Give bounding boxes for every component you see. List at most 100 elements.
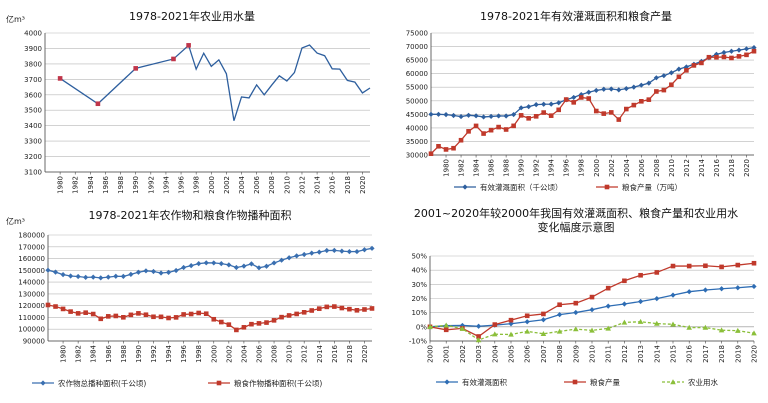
y-tick-label: 170000 (18, 243, 45, 251)
data-point (751, 330, 757, 336)
data-point (526, 116, 531, 121)
x-tick-label: 1990 (132, 176, 140, 194)
legend-label: 有效灌溉面积（千公顷） (480, 182, 563, 192)
x-tick-label: 2016 (329, 175, 337, 193)
x-tick-label: 2009 (572, 345, 580, 363)
x-tick-label: 2018 (344, 176, 352, 194)
x-tick-label: 2014 (698, 158, 706, 176)
x-tick-label: 2008 (556, 345, 564, 363)
data-point (496, 124, 501, 130)
x-tick-label: 2014 (314, 175, 322, 193)
y-unit-label: 亿m³ (6, 14, 25, 24)
data-point (121, 314, 126, 320)
data-point (68, 309, 73, 314)
x-tick-label: 2000 (210, 345, 218, 363)
data-point (211, 260, 217, 266)
data-point (354, 308, 360, 313)
data-point (369, 245, 375, 251)
data-point (286, 255, 292, 261)
x-tick-label: 2010 (668, 159, 676, 177)
data-point (436, 143, 441, 149)
data-point (533, 114, 539, 119)
x-tick-label: 2015 (670, 345, 678, 363)
data-point (316, 306, 322, 311)
data-point (728, 48, 735, 54)
series-line (431, 46, 755, 118)
data-point (158, 314, 164, 320)
legend-marker (670, 379, 676, 385)
data-point (226, 322, 232, 327)
data-point (586, 89, 592, 95)
data-point (188, 263, 194, 269)
data-point (721, 54, 727, 60)
data-point (264, 320, 269, 325)
data-point (90, 311, 96, 317)
x-tick-label: 2006 (524, 344, 532, 362)
data-point (53, 304, 58, 309)
x-tick-label: 2020 (743, 159, 751, 177)
legend-label: 粮食作物播种面积(千公顷) (234, 378, 322, 388)
x-tick-label: 1988 (117, 176, 125, 194)
legend-marker (216, 380, 222, 386)
data-point (203, 260, 209, 266)
data-point (354, 248, 360, 255)
x-tick-label: 2011 (605, 345, 613, 363)
y-tick-label: 35000 (406, 138, 428, 146)
y-tick-label: 45000 (406, 111, 428, 119)
data-point (339, 248, 345, 254)
data-point (743, 46, 750, 52)
data-point (113, 273, 119, 279)
data-point (143, 312, 149, 318)
legend-label: 农业用水 (688, 377, 718, 387)
data-point (150, 268, 157, 275)
data-point (443, 322, 449, 328)
data-point (481, 131, 486, 136)
data-point (573, 326, 579, 332)
data-point (362, 307, 367, 312)
data-point (608, 110, 614, 115)
series-line (430, 50, 755, 155)
data-point (428, 151, 434, 157)
legend-label: 粮食产量 (590, 377, 620, 387)
data-point (541, 311, 546, 317)
data-point (586, 96, 592, 101)
data-point (475, 337, 482, 343)
data-point (713, 51, 720, 57)
data-point (465, 112, 472, 118)
data-point (241, 263, 247, 269)
data-point (605, 325, 611, 331)
x-tick-label: 2012 (621, 345, 629, 363)
data-point (622, 278, 627, 284)
data-point (105, 314, 111, 319)
data-point (621, 319, 628, 325)
data-point (226, 262, 232, 268)
data-point (621, 301, 627, 307)
x-tick-label: 2014 (653, 344, 661, 362)
chart-title: 1978-2021年农作物和粮食作物播种面积 (89, 208, 292, 222)
data-point (443, 112, 449, 118)
y-tick-label: 3500 (24, 107, 42, 115)
y-tick-label: 3900 (24, 45, 42, 53)
x-tick-label: 1998 (193, 176, 201, 194)
data-point (278, 257, 285, 263)
legend-label: 农作物总播种面积(千公顷) (58, 378, 146, 388)
y-tick-label: 3600 (24, 91, 42, 99)
legend-marker (572, 379, 578, 385)
y-tick-label: 150000 (18, 267, 45, 275)
data-point (721, 49, 727, 56)
data-point (68, 273, 74, 279)
legend-marker (40, 380, 46, 386)
x-tick-label: 2010 (589, 345, 597, 363)
data-point (646, 97, 652, 102)
y-tick-label: 90000 (23, 338, 45, 346)
y-tick-label: 75000 (406, 30, 428, 38)
data-point (670, 263, 676, 269)
x-tick-label: 2010 (283, 176, 291, 194)
x-tick-label: 2006 (638, 158, 646, 176)
x-tick-label: 1990 (135, 345, 143, 363)
y-tick-label: 40000 (406, 124, 428, 132)
y-tick-label: 160000 (18, 255, 45, 263)
data-point (173, 315, 179, 320)
data-point (589, 327, 595, 333)
